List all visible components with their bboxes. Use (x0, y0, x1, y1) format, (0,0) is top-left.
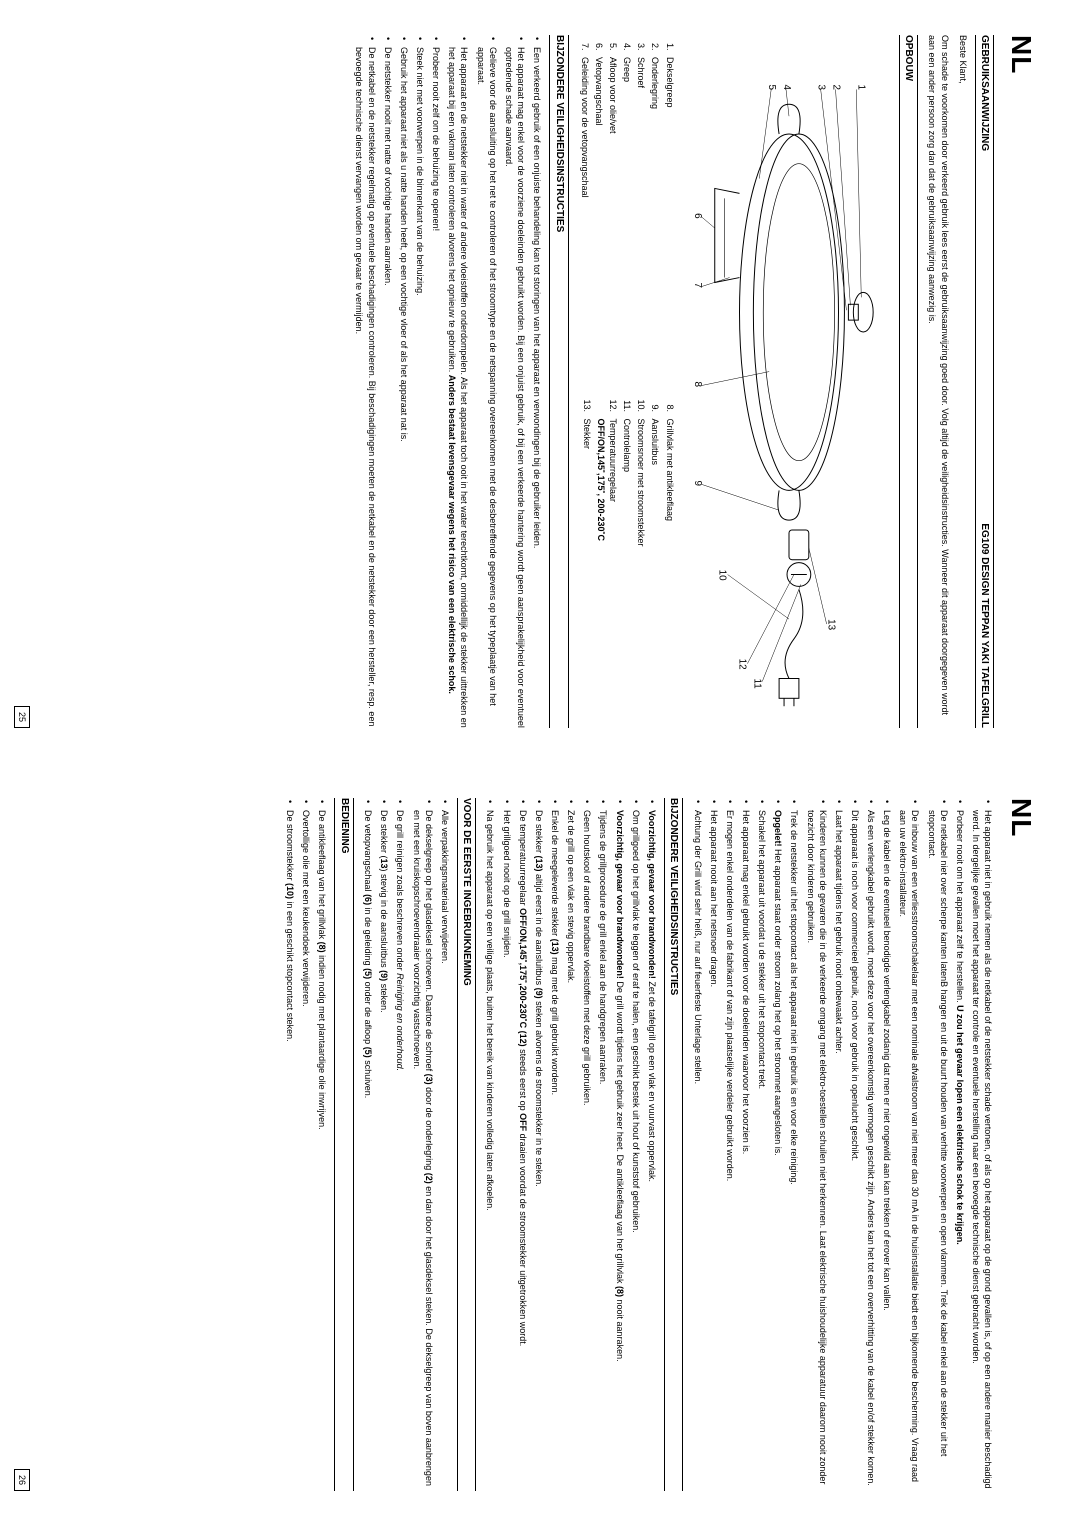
safety-item: Het apparaat niet in gebruik nemen als d… (970, 798, 994, 1491)
title-bar: GEBRUIKSAANWIJZING EG109 DESIGN TEPPAN Y… (975, 35, 995, 728)
svg-text:7: 7 (692, 283, 703, 289)
operation-list: De antikleeflaag van het grillvlak (8) i… (284, 798, 328, 1491)
parts-list: Dekselgreep Onderlegring Schroef Greep A… (577, 35, 676, 728)
product-model: EG109 DESIGN TEPPAN YAKI TAFELGRILL (978, 523, 992, 728)
first-use-item: De dekselgreep op het glasdeksel schroev… (410, 798, 434, 1491)
safety-item: Het grillgoed nooit op de grill snijden. (500, 798, 512, 1491)
part-item: Schroef (635, 53, 647, 367)
operation-item: Overtollige olie met een keukendoek verw… (300, 798, 312, 1491)
part-item: Afloop voor olie/vet (607, 53, 619, 367)
svg-text:10: 10 (716, 570, 727, 581)
part-item: Aansluitbus (649, 415, 661, 729)
svg-text:9: 9 (692, 480, 703, 486)
safety-item: Laat het apparaat tijdens het gebruik no… (833, 798, 845, 1491)
safety-item: Na gebruik het apparaat op een veilige p… (484, 798, 496, 1491)
safety-item: Schakel het apparaat uit voordat u de st… (756, 798, 768, 1491)
safety-item: Porbeer nooit om het apparaat zelf te he… (954, 798, 966, 1491)
svg-text:4: 4 (781, 85, 792, 91)
safety-item: Het apparaat en de netstekker niet in wa… (446, 35, 470, 728)
first-use-item: De vetopvangschaal (6) in de geleiding (… (362, 798, 374, 1491)
safety-item: Een verkeerd gebruik of een onjuiste beh… (531, 35, 543, 728)
part-item: Grillvlak met antikleeflaag (664, 415, 676, 729)
safety-item: Enkel de meegeleverde stekker (13) mag m… (549, 798, 561, 1491)
svg-text:13: 13 (825, 619, 836, 630)
lang-code: NL (1002, 798, 1040, 1491)
svg-text:8: 8 (692, 381, 703, 387)
safety-item: Geen houtskool of andere brandbare vloei… (581, 798, 593, 1491)
part-item: Onderlegring (649, 53, 661, 367)
safety-item: Opgelet! Het apparaat staat onder stroom… (772, 798, 784, 1491)
svg-text:5: 5 (766, 85, 777, 91)
part-item: Greep (621, 53, 633, 367)
safety-item: Gelieve voor de aansluiting op het net t… (474, 35, 498, 728)
safety-item: De inbouw van een verliesstroomschakelaa… (897, 798, 921, 1491)
operation-item: De stroomstekker (10) in een geschikt st… (284, 798, 296, 1491)
first-use-item: Alle verpakkingsmateriaal verwijderen. (439, 798, 451, 1491)
parts-right-col: Grillvlak met antikleeflaag Aansluitbus … (581, 397, 676, 729)
safety-item: De netstekker nooit met natte of vochtig… (382, 35, 394, 728)
svg-text:3: 3 (815, 85, 826, 91)
safety-item: Voorzichtig, gevaar voor brandwonden! De… (613, 798, 625, 1491)
safety-item: Trek de netstekker uit het stopcontact a… (788, 798, 800, 1491)
safety-item: Voorzichtig, gevaar voor brandwonden! Ze… (646, 798, 658, 1491)
safety-item: Dit apparaat is noch voor commercieel ge… (849, 798, 861, 1491)
operation-header: BEDIENING (335, 798, 355, 1491)
safety-item: De temperatuurregelaar OFF/ON,145˚,175˚,… (517, 798, 529, 1491)
safety-item: Probeer nooit zelf om de behuizing te op… (430, 35, 442, 728)
manual-title: GEBRUIKSAANWIJZING (978, 35, 992, 523)
part-item: Temperatuurregelaar OFF/ON,145˚,175˚, 20… (595, 415, 619, 729)
safety-item: Het apparaat mag enkel gebruikt worden v… (740, 798, 752, 1491)
operation-item: De antikleeflaag van het grillvlak (8) i… (316, 798, 328, 1491)
part-item: Controlelamp (621, 415, 633, 729)
product-diagram: 1 2 3 4 5 6 7 8 9 10 12 11 13 (689, 35, 889, 728)
opbouw-header: OPBOUW (899, 35, 919, 728)
safety-item: Het apparaat nooit aan het netsnoer drag… (708, 798, 720, 1491)
safety-item: Achtung der Grill wird sehr heiß, nur au… (691, 798, 703, 1491)
part-item: Dekselgreep (664, 53, 676, 367)
safety-header-2: BIJZONDERE VEILIGHEIDSINSTRUCTIES (664, 798, 684, 1491)
continued-safety-list: Het apparaat niet in gebruik nemen als d… (691, 798, 994, 1491)
parts-left-col: Dekselgreep Onderlegring Schroef Greep A… (579, 35, 676, 367)
safety-item: Er mogen enkel onderdelen van de fabrika… (724, 798, 736, 1491)
safety-item: Leg de kabel en de eventueel benodigde v… (881, 798, 893, 1491)
safety-item: Zet de grill op een vlak en stevig opper… (565, 798, 577, 1491)
safety-list-2: Voorzichtig, gevaar voor brandwonden! Ze… (484, 798, 658, 1491)
safety-header: BIJZONDERE VEILIGHEIDSINSTRUCTIES (549, 35, 569, 728)
page-left: NL GEBRUIKSAANWIJZING EG109 DESIGN TEPPA… (0, 0, 1080, 763)
svg-text:2: 2 (830, 85, 841, 90)
safety-item: Als een verlengkabel gebruikt wordt, moe… (865, 798, 877, 1491)
safety-item: Kinderen kunnen de gevaren die in de ver… (804, 798, 828, 1491)
safety-item: De netkabel niet over scherpe kanten lat… (926, 798, 950, 1491)
first-use-item: De stekker (13) stevig in de aansluitbus… (378, 798, 390, 1491)
intro-greeting: Beste Klant, (957, 35, 969, 728)
safety-item: Gebruik het apparaat niet als u natte ha… (398, 35, 410, 728)
safety-item: Tijdens de grillprocedure de grill enkel… (597, 798, 609, 1491)
svg-text:1: 1 (855, 85, 866, 91)
page-number: 26 (14, 1469, 30, 1491)
safety-item: Het apparaat mag enkel voor de voorziene… (503, 35, 527, 728)
intro-text: Om schade te voorkomen door verkeerd geb… (926, 35, 950, 728)
first-use-header: VOOR DE EERSTE INGEBRUIKNEMING (457, 798, 477, 1491)
safety-list: Een verkeerd gebruik of een onjuiste beh… (353, 35, 543, 728)
page-right: NL Het apparaat niet in gebruik nemen al… (0, 763, 1080, 1526)
lang-code: NL (1002, 35, 1040, 728)
safety-item: De netkabel en de netstekker regelmatig … (353, 35, 377, 728)
svg-text:11: 11 (751, 678, 762, 689)
part-item: Vetopvangschaal (593, 53, 605, 367)
safety-item: Steek niet met voorwerpen in de binnenka… (414, 35, 426, 728)
svg-text:6: 6 (692, 213, 703, 219)
safety-item: Om grillgoed op het grillvlak te leggen … (630, 798, 642, 1491)
part-item: Geleiding voor de vetopvangschaal (579, 53, 591, 367)
part-item: Stroomsnoer met stroomstekker (635, 415, 647, 729)
safety-item: De stekker (13) altijd eerst in de aansl… (533, 798, 545, 1491)
first-use-list: Alle verpakkingsmateriaal verwijderen. D… (362, 798, 451, 1491)
first-use-item: De grill reinigen zoals beschreven onder… (394, 798, 406, 1491)
svg-text:12: 12 (736, 659, 747, 670)
page-number: 25 (14, 706, 30, 728)
part-item: Stekker (581, 415, 593, 729)
